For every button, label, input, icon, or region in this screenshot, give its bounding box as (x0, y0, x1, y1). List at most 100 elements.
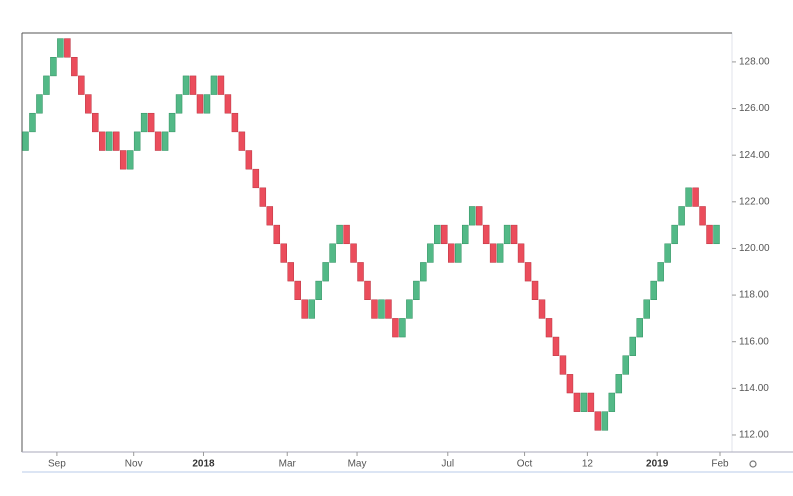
brick (517, 243, 525, 263)
brick (468, 206, 476, 226)
x-tick-label: Feb (711, 459, 729, 470)
y-tick-label: 128.00 (739, 57, 770, 68)
brick (413, 280, 420, 300)
brick (357, 262, 364, 282)
brick (434, 224, 441, 245)
brick (538, 299, 546, 319)
x-tick-label: Mar (279, 459, 297, 470)
brick (50, 56, 57, 77)
brick (489, 243, 497, 263)
brick (399, 318, 406, 338)
brick (182, 75, 190, 95)
brick (580, 392, 588, 412)
brick (587, 392, 595, 412)
y-tick-label: 112.00 (739, 430, 769, 441)
brick (343, 224, 350, 245)
y-tick-label: 114.00 (739, 383, 769, 394)
brick (168, 112, 176, 133)
brick (106, 131, 113, 151)
x-tick-label: 2018 (192, 459, 215, 470)
x-tick-label: 2019 (646, 459, 669, 470)
brick (71, 56, 78, 77)
plot-area (21, 32, 733, 453)
brick (608, 392, 616, 412)
brick (336, 224, 343, 245)
brick (559, 355, 567, 375)
y-tick-label: 122.00 (739, 196, 770, 207)
brick (350, 243, 357, 263)
x-tick-label: 12 (582, 459, 594, 470)
brick (259, 187, 267, 207)
brick (503, 224, 511, 245)
brick (92, 112, 99, 133)
settings-icon[interactable] (749, 460, 757, 468)
brick (22, 131, 29, 151)
brick (392, 318, 399, 338)
brick (475, 206, 483, 226)
brick (671, 224, 678, 245)
brick (455, 243, 462, 263)
brick (29, 112, 36, 133)
brick (622, 355, 630, 375)
brick (64, 38, 71, 58)
brick (217, 75, 225, 95)
brick (552, 336, 560, 356)
brick (510, 224, 518, 245)
brick (308, 299, 315, 319)
brick (427, 243, 434, 263)
brick (615, 374, 623, 394)
y-tick-label: 116.00 (739, 336, 769, 347)
brick (496, 243, 504, 263)
brick (224, 94, 232, 114)
brick (161, 131, 169, 151)
y-tick-label: 126.00 (739, 103, 770, 114)
x-tick-label: Sep (48, 459, 66, 470)
gear[interactable] (749, 460, 757, 468)
brick (573, 392, 581, 412)
brick (650, 280, 657, 300)
brick (210, 75, 218, 95)
brick (273, 224, 281, 245)
brick (601, 411, 609, 431)
brick (78, 75, 85, 95)
brick (385, 299, 392, 319)
x-tick-label: Nov (125, 459, 143, 470)
brick (531, 280, 539, 300)
brick (406, 299, 413, 319)
brick (175, 94, 183, 114)
brick (441, 224, 448, 245)
y-tick-label: 118.00 (739, 290, 769, 301)
brick (112, 131, 120, 151)
brick (252, 168, 260, 189)
brick (629, 336, 636, 356)
brick (36, 94, 43, 114)
brick (594, 411, 602, 431)
brick (43, 75, 50, 95)
brick (482, 224, 490, 245)
brick (322, 262, 329, 282)
brick (699, 206, 706, 226)
brick (294, 280, 301, 300)
brick (301, 299, 308, 319)
brick (119, 150, 127, 170)
brick (378, 299, 385, 319)
brick (203, 94, 211, 114)
brick (280, 243, 287, 263)
y-tick-label: 120.00 (739, 243, 770, 254)
brick (364, 280, 371, 300)
brick (99, 131, 106, 151)
brick (706, 224, 713, 245)
brick (133, 131, 141, 151)
brick (636, 318, 643, 338)
brick (420, 262, 427, 282)
x-tick-label: Jul (441, 459, 454, 470)
y-tick-label: 124.00 (739, 150, 770, 161)
brick (287, 262, 294, 282)
brick (692, 187, 699, 207)
brick (678, 206, 685, 226)
x-tick-label: Oct (517, 459, 533, 470)
brick (566, 374, 574, 394)
brick (245, 150, 253, 170)
brick (154, 131, 162, 151)
